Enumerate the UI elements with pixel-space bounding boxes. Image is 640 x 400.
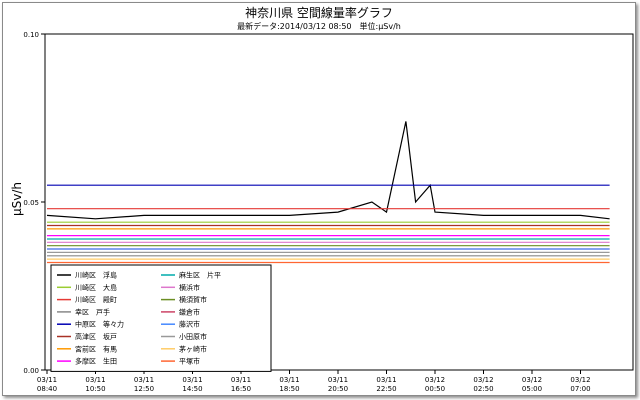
series-line-0 bbox=[46, 121, 610, 220]
y-axis-label: μSv/h bbox=[10, 182, 24, 216]
legend-box bbox=[50, 264, 272, 372]
x-tick-time: 14:50 bbox=[182, 385, 202, 393]
legend-label: 平塚市 bbox=[179, 357, 200, 366]
legend-label: 川崎区 殿町 bbox=[75, 295, 117, 304]
legend-label: 川崎区 浮島 bbox=[75, 271, 117, 280]
legend-label: 鎌倉市 bbox=[179, 307, 200, 316]
x-tick-date: 03/12 bbox=[425, 376, 445, 384]
x-tick-date: 03/11 bbox=[134, 376, 154, 384]
x-tick-time: 05:00 bbox=[522, 385, 542, 393]
x-tick-time: 00:50 bbox=[425, 385, 445, 393]
x-tick-time: 10:50 bbox=[85, 385, 105, 393]
legend-label: 小田原市 bbox=[179, 332, 207, 341]
y-tick-label: 0.10 bbox=[23, 31, 39, 39]
legend-label: 茅ヶ崎市 bbox=[179, 344, 207, 353]
x-tick-date: 03/11 bbox=[328, 376, 348, 384]
legend-label: 宮前区 有馬 bbox=[75, 344, 117, 353]
x-tick-date: 03/11 bbox=[85, 376, 105, 384]
legend-label: 横須賀市 bbox=[179, 295, 207, 304]
legend-label: 中原区 等々力 bbox=[75, 320, 124, 329]
x-tick-time: 20:50 bbox=[328, 385, 348, 393]
y-tick-label: 0.00 bbox=[23, 367, 39, 375]
x-tick-time: 08:40 bbox=[37, 385, 57, 393]
x-tick-date: 03/11 bbox=[182, 376, 202, 384]
chart-frame: 神奈川県 空間線量率グラフ 最新データ:2014/03/12 08:50 単位:… bbox=[2, 2, 636, 396]
legend-label: 川崎区 大島 bbox=[75, 283, 117, 292]
x-tick-date: 03/12 bbox=[570, 376, 590, 384]
radiation-line-chart: 神奈川県 空間線量率グラフ 最新データ:2014/03/12 08:50 単位:… bbox=[10, 5, 634, 393]
legend-label: 麻生区 片平 bbox=[179, 271, 221, 280]
series-layer bbox=[46, 121, 610, 264]
x-tick-date: 03/11 bbox=[376, 376, 396, 384]
y-tick-label: 0.05 bbox=[23, 199, 39, 207]
x-tick-date: 03/12 bbox=[522, 376, 542, 384]
legend-label: 多摩区 生田 bbox=[75, 357, 117, 366]
x-tick-time: 16:50 bbox=[231, 385, 251, 393]
x-tick-date: 03/11 bbox=[279, 376, 299, 384]
legend-label: 高津区 坂戸 bbox=[75, 332, 117, 341]
legend-label: 幸区 戸手 bbox=[75, 307, 110, 316]
x-tick-date: 03/12 bbox=[473, 376, 493, 384]
axis-layer: 0.000.050.1003/1108:4003/1110:5003/1112:… bbox=[23, 31, 590, 393]
x-tick-time: 07:00 bbox=[570, 385, 590, 393]
chart-title: 神奈川県 空間線量率グラフ bbox=[245, 5, 393, 20]
legend-label: 横浜市 bbox=[179, 283, 200, 292]
chart-subtitle: 最新データ:2014/03/12 08:50 単位:μSv/h bbox=[237, 21, 401, 31]
legend-label: 藤沢市 bbox=[179, 320, 200, 329]
x-tick-time: 22:50 bbox=[376, 385, 396, 393]
x-tick-time: 18:50 bbox=[279, 385, 299, 393]
x-tick-time: 02:50 bbox=[473, 385, 493, 393]
x-tick-time: 12:50 bbox=[134, 385, 154, 393]
x-tick-date: 03/11 bbox=[231, 376, 251, 384]
x-tick-date: 03/11 bbox=[37, 376, 57, 384]
